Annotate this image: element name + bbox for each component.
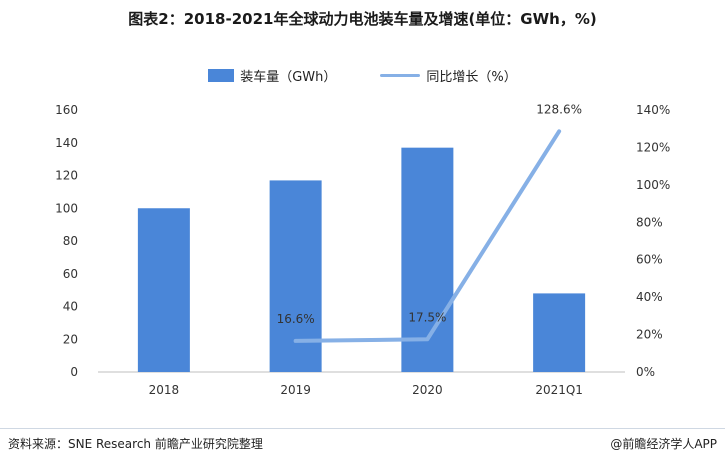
y-right-tick-label: 20% — [636, 328, 663, 342]
y-left-tick-label: 140 — [55, 136, 78, 150]
y-right-tick-label: 100% — [636, 178, 670, 192]
y-right-tick-label: 40% — [636, 290, 663, 304]
x-tick-label: 2020 — [412, 383, 443, 397]
legend-line-label: 同比增长（%） — [426, 70, 517, 85]
y-right-tick-label: 80% — [636, 215, 663, 229]
y-left-tick-label: 80 — [63, 234, 78, 248]
footer-divider — [0, 428, 725, 429]
y-right-tick-label: 140% — [636, 103, 670, 117]
growth-data-label: 128.6% — [536, 102, 582, 116]
chart-legend: 装车量（GWh） 同比增长（%） — [0, 66, 725, 85]
legend-item-bar: 装车量（GWh） — [208, 66, 336, 85]
chart-title: 图表2：2018-2021年全球动力电池装车量及增速(单位：GWh，%) — [128, 10, 597, 28]
legend-bar-label: 装车量（GWh） — [240, 70, 337, 85]
y-right-tick-label: 120% — [636, 140, 670, 154]
y-left-tick-label: 60 — [63, 267, 78, 281]
y-left-tick-label: 20 — [63, 332, 78, 346]
growth-data-label: 16.6% — [277, 312, 315, 326]
x-tick-label: 2018 — [149, 383, 180, 397]
brand-note: @前瞻经济学人APP — [610, 437, 717, 451]
source-note: 资料来源：SNE Research 前瞻产业研究院整理 — [8, 437, 263, 451]
y-left-tick-label: 120 — [55, 169, 78, 183]
bar — [533, 293, 586, 372]
legend-line-swatch — [380, 74, 421, 77]
y-left-tick-label: 100 — [55, 201, 78, 215]
legend-item-line: 同比增长（%） — [380, 66, 517, 85]
legend-bar-swatch — [208, 69, 235, 82]
y-left-tick-label: 40 — [63, 300, 78, 314]
x-tick-label: 2019 — [280, 383, 311, 397]
bar — [269, 180, 322, 372]
y-left-tick-label: 0 — [70, 365, 78, 379]
bar — [137, 208, 190, 372]
y-right-tick-label: 0% — [636, 365, 655, 379]
bar — [401, 147, 454, 372]
y-left-tick-label: 160 — [55, 103, 78, 117]
x-tick-label: 2021Q1 — [535, 383, 583, 397]
growth-data-label: 17.5% — [408, 310, 446, 324]
y-right-tick-label: 60% — [636, 253, 663, 267]
